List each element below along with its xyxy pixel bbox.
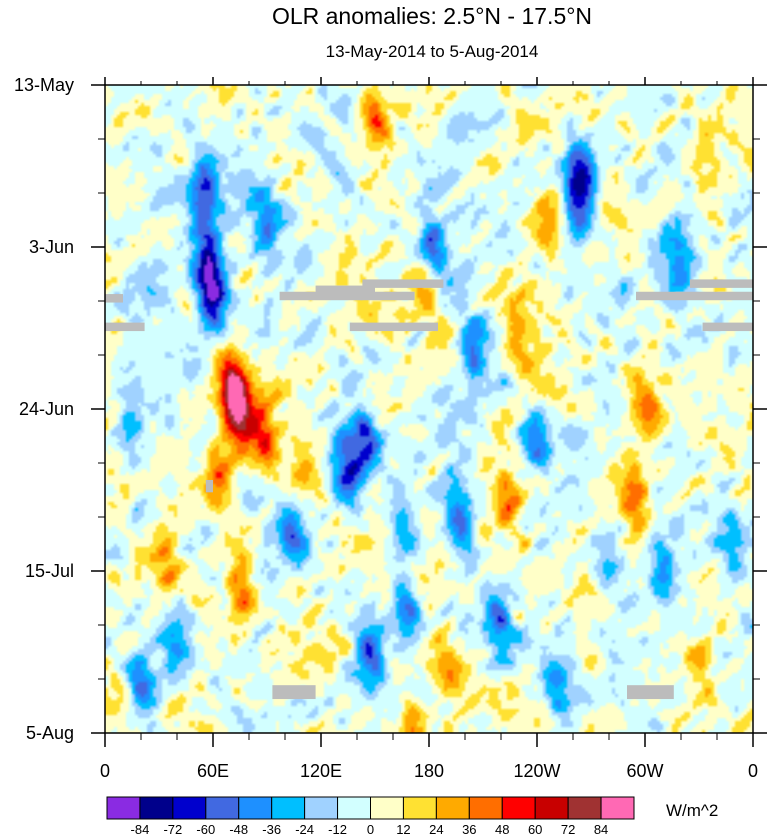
colorbar-label: -24 (295, 822, 314, 834)
colorbar-label: 12 (396, 822, 410, 834)
colorbar-swatch (468, 796, 503, 820)
missing-data-layer (105, 279, 753, 700)
colorbar-swatch (205, 796, 240, 820)
chart-title: OLR anomalies: 2.5°N - 17.5°N (272, 3, 592, 29)
missing-data-bar (272, 685, 316, 700)
colorbar-swatch (567, 796, 602, 820)
y-tick-label: 13-May (14, 75, 74, 95)
colorbar-swatch (337, 796, 371, 820)
colorbar-label: -36 (262, 822, 281, 834)
colorbar: -84 -72 -60 -48 -36 -24 -12 0 12 24 36 48 60 72 84 (106, 796, 635, 834)
colorbar-label: 0 (367, 822, 374, 834)
colorbar-swatch (106, 796, 141, 820)
chart-subtitle: 13-May-2014 to 5-Aug-2014 (326, 42, 539, 61)
colorbar-swatch (402, 796, 437, 820)
missing-data-bar (702, 322, 753, 332)
x-tick-label: 120E (300, 761, 342, 781)
colorbar-label: -72 (163, 822, 182, 834)
missing-data-bar (636, 291, 753, 301)
heatmap-image (105, 85, 753, 733)
colorbar-swatch (304, 796, 339, 820)
y-tick-label: 5-Aug (26, 723, 74, 743)
missing-data-bar (105, 294, 123, 303)
missing-data-bar (105, 322, 145, 332)
x-tick-label: 60W (626, 761, 663, 781)
missing-data-bar (627, 685, 674, 700)
colorbar-label: 60 (528, 822, 542, 834)
x-tick-label: 0 (100, 761, 110, 781)
colorbar-label: 36 (462, 822, 476, 834)
missing-data-bar (279, 291, 363, 301)
missing-data-bar (362, 279, 444, 288)
heatmap-field (105, 85, 753, 733)
colorbar-swatch (139, 796, 174, 820)
y-tick-label: 3-Jun (29, 237, 74, 257)
colorbar-label: -60 (196, 822, 215, 834)
colorbar-label: 72 (561, 822, 575, 834)
y-axis: 13-May 3-Jun 24-Jun 15-Jul 5-Aug (14, 75, 767, 743)
missing-data-bar (349, 322, 438, 332)
colorbar-swatch (370, 796, 404, 820)
colorbar-label: -84 (131, 822, 150, 834)
colorbar-swatch (271, 796, 306, 820)
colorbar-swatch (534, 796, 569, 820)
missing-data-bar (205, 479, 213, 493)
colorbar-units: W/m^2 (666, 801, 718, 820)
x-tick-label: 180 (414, 761, 444, 781)
missing-data-bar (360, 291, 415, 301)
colorbar-swatch (238, 796, 273, 820)
colorbar-swatch (172, 796, 207, 820)
x-axis: 0 60E 120E 180 120W 60W 0 (100, 77, 758, 781)
x-tick-label: 0 (748, 761, 758, 781)
y-tick-label: 24-Jun (19, 399, 74, 419)
missing-data-bar (690, 279, 753, 288)
colorbar-label: 48 (495, 822, 509, 834)
colorbar-swatch (435, 796, 470, 820)
x-tick-label: 60E (197, 761, 229, 781)
colorbar-label: -48 (229, 822, 248, 834)
missing-data-bar (315, 285, 375, 294)
colorbar-swatch (600, 796, 635, 820)
colorbar-label: 24 (429, 822, 443, 834)
colorbar-swatch (501, 796, 536, 820)
x-tick-label: 120W (513, 761, 560, 781)
colorbar-label: -12 (328, 822, 347, 834)
colorbar-label: 84 (594, 822, 608, 834)
y-tick-label: 15-Jul (25, 561, 74, 581)
